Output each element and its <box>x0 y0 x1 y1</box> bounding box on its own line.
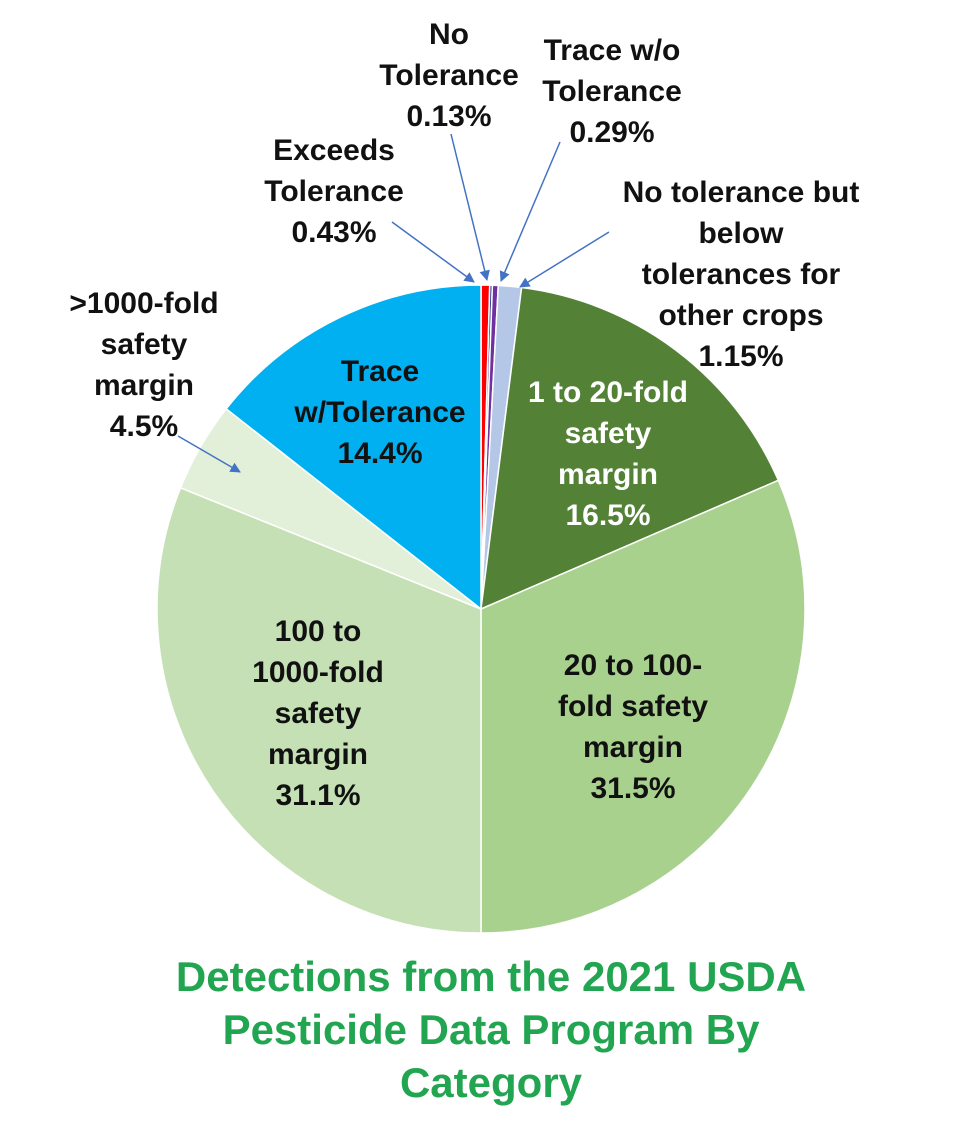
leader-lines <box>177 133 610 473</box>
leader-line-no-tolerance-but-below-tolerances-for-other-crops <box>519 231 610 288</box>
data-label-20-to-100-fold-safety-margin: 20 to 100-fold safety margin 31.5% <box>558 649 708 805</box>
pie-slices <box>156 284 806 934</box>
data-label-no-tolerance: No Tolerance 0.13% <box>379 18 519 133</box>
chart-title: Detections from the 2021 USDA Pesticide D… <box>176 953 806 1106</box>
pie-slice-1-to-20-fold-safety-margin <box>480 286 780 611</box>
data-label-trace-w-o-tolerance: Trace w/o Tolerance 0.29% <box>542 34 682 149</box>
leader-line-1000-fold-safety-margin <box>177 435 241 473</box>
data-label-1000-fold-safety-margin: >1000-fold safety margin 4.5% <box>69 287 218 443</box>
pie-slice-100-to-1000-fold-safety-margin <box>156 486 482 934</box>
pie-slice-20-to-100-fold-safety-margin <box>480 479 806 934</box>
data-label-no-tolerance-but-below-tolerances-for-other-crops: No tolerance but below tolerances for other… <box>623 176 860 373</box>
data-label-trace-w-tolerance: Trace w/Tolerance 14.4% <box>293 355 465 470</box>
data-label-100-to-1000-fold-safety-margin: 100 to 1000-fold safety margin 31.1% <box>252 615 384 812</box>
data-label-exceeds-tolerance: Exceeds Tolerance 0.43% <box>264 134 404 249</box>
data-labels: Exceeds Tolerance 0.43%No Tolerance 0.13%Tra… <box>69 18 859 812</box>
leader-line-trace-w-o-tolerance <box>499 141 561 282</box>
data-label-1-to-20-fold-safety-margin: 1 to 20-fold safety margin 16.5% <box>528 376 688 532</box>
pie-slice-trace-w-tolerance <box>225 284 482 611</box>
leader-line-exceeds-tolerance <box>391 221 475 283</box>
leader-line-no-tolerance <box>450 133 490 282</box>
